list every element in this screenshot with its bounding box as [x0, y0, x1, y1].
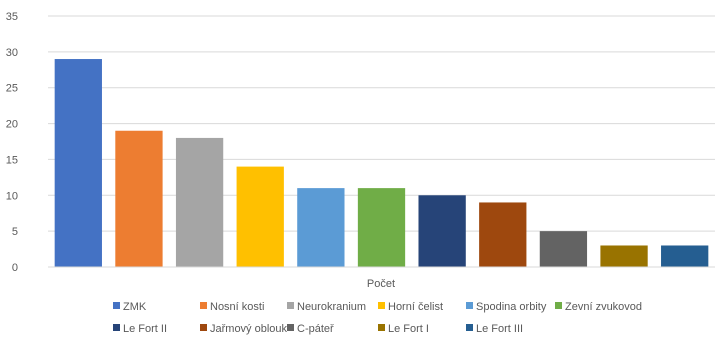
bar-le-fort-ii	[418, 195, 466, 267]
legend-item: Neurokranium	[287, 301, 366, 313]
y-tick-label: 5	[12, 226, 18, 238]
legend-swatch	[466, 324, 473, 331]
y-tick-label: 30	[6, 47, 18, 59]
y-tick-label: 35	[6, 11, 18, 23]
legend-item: Jařmový oblouk	[200, 323, 288, 335]
x-axis-label: Počet	[367, 278, 395, 290]
y-tick-label: 20	[6, 119, 18, 131]
legend-label: Nosní kosti	[210, 301, 264, 313]
legend-swatch	[113, 324, 120, 331]
bar-le-fort-iii	[661, 245, 709, 267]
legend-item: Le Fort I	[378, 323, 429, 335]
y-tick-label: 25	[6, 83, 18, 95]
legend-swatch	[378, 324, 385, 331]
y-tick-label: 0	[12, 262, 18, 274]
bar-le-fort-i	[600, 245, 648, 267]
legend-label: Le Fort II	[123, 323, 167, 335]
bar-c-p-te-	[539, 231, 588, 267]
legend-swatch	[555, 302, 562, 309]
legend-item: Horní čelist	[378, 301, 443, 313]
bar-horn-elist	[236, 166, 284, 267]
legend-label: Jařmový oblouk	[210, 323, 288, 335]
bar-neurokranium	[175, 137, 224, 267]
y-tick-label: 10	[6, 190, 18, 202]
legend-swatch	[287, 302, 294, 309]
bars	[54, 59, 709, 268]
legend-swatch	[200, 302, 207, 309]
bar-zmk	[54, 59, 102, 268]
bar-nosn-kosti	[115, 130, 163, 267]
y-axis-ticks: 0 5 10 15 20 25 30 35	[6, 11, 18, 274]
bar-zevn-zvukovod	[357, 188, 406, 267]
legend: ZMK Nosní kosti Neurokranium Horní čelist Sp…	[113, 301, 642, 335]
legend-label: C-páteř	[297, 323, 334, 335]
legend-swatch	[466, 302, 473, 309]
legend-item: C-páteř	[287, 323, 334, 335]
legend-swatch	[113, 302, 120, 309]
legend-label: Neurokranium	[297, 301, 366, 313]
bar-ja-mov-oblouk	[479, 202, 527, 267]
legend-label: Horní čelist	[388, 301, 443, 313]
legend-swatch	[378, 302, 385, 309]
legend-item: Le Fort III	[466, 323, 523, 335]
legend-item: Nosní kosti	[200, 301, 264, 313]
legend-label: Le Fort I	[388, 323, 429, 335]
legend-item: Spodina orbity	[466, 301, 547, 313]
legend-swatch	[200, 324, 207, 331]
legend-item: Le Fort II	[113, 323, 167, 335]
legend-label: Spodina orbity	[476, 301, 547, 313]
legend-swatch	[287, 324, 294, 331]
legend-label: ZMK	[123, 301, 147, 313]
legend-label: Zevní zvukovod	[565, 301, 642, 313]
bar-spodina-orbity	[297, 188, 345, 267]
legend-label: Le Fort III	[476, 323, 523, 335]
legend-item: ZMK	[113, 301, 147, 313]
y-tick-label: 15	[6, 154, 18, 166]
legend-item: Zevní zvukovod	[555, 301, 642, 313]
